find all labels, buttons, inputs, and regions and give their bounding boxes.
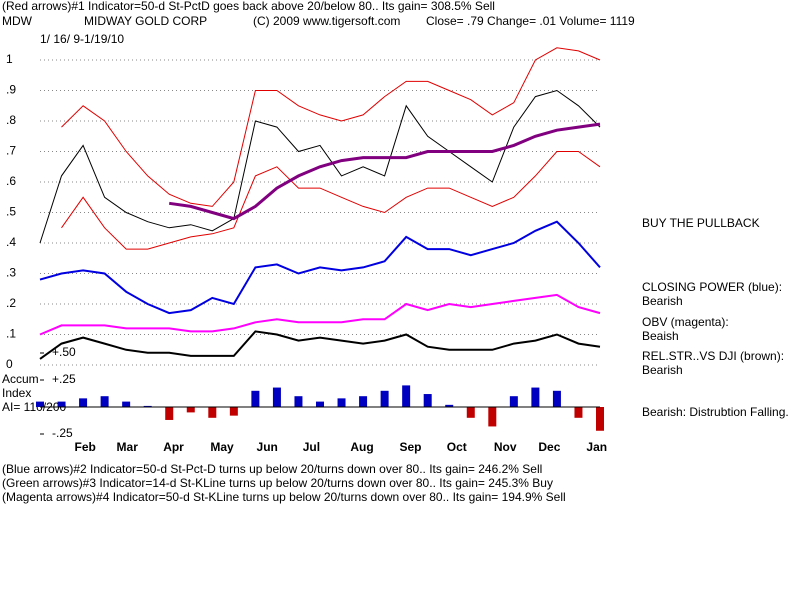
note: Bearish: Distrubtion Falling. — [642, 405, 789, 419]
x-tick-label: Jun — [257, 440, 278, 454]
date-range: 1/ 16/ 9-1/19/10 — [40, 32, 124, 46]
footer-line: (Green arrows)#3 Indicator=14-d St-KLine… — [2, 476, 553, 490]
note: CLOSING POWER (blue): — [642, 280, 782, 294]
series-line — [39, 220, 601, 315]
bar — [186, 407, 195, 413]
bar — [337, 398, 346, 407]
bar — [251, 390, 260, 407]
bar — [100, 396, 109, 407]
y-tick-label: .3 — [6, 266, 16, 280]
bar — [402, 385, 411, 407]
symbol: MDW — [2, 14, 33, 28]
bar — [445, 404, 454, 407]
bar — [208, 407, 217, 418]
note: Bearish — [642, 363, 683, 377]
bar — [229, 407, 238, 416]
x-tick-label: Aug — [350, 440, 373, 454]
x-tick-label: Nov — [494, 440, 517, 454]
x-tick-label: Feb — [75, 440, 96, 454]
bar — [36, 401, 44, 407]
x-tick-label: Apr — [163, 440, 184, 454]
bar — [574, 407, 583, 418]
y-tick-label: .4 — [6, 235, 16, 249]
note: REL.STR..VS DJI (brown): — [642, 349, 784, 363]
x-tick-label: Jul — [303, 440, 320, 454]
copyright: (C) 2009 www.tigersoft.com — [253, 14, 400, 28]
x-tick-label: Sep — [399, 440, 421, 454]
series-line — [39, 330, 601, 360]
y-tick-label: +.25 — [52, 372, 76, 386]
series-line — [39, 89, 601, 244]
bar — [122, 401, 131, 407]
accum-label: Index — [2, 386, 31, 400]
bar — [79, 398, 88, 407]
bar — [380, 390, 389, 407]
bar — [165, 407, 174, 420]
y-tick-label: .6 — [6, 174, 16, 188]
y-tick-label: +.50 — [52, 345, 76, 359]
series-line — [39, 293, 601, 336]
x-tick-label: Mar — [117, 440, 139, 454]
bar — [509, 396, 518, 407]
y-tick-label: 1 — [6, 52, 13, 66]
series-line — [61, 151, 601, 250]
bar — [359, 396, 368, 407]
x-tick-label: Jan — [586, 440, 607, 454]
y-tick-label: .2 — [6, 296, 16, 310]
y-tick-label: .5 — [6, 205, 16, 219]
note: BUY THE PULLBACK — [642, 216, 760, 230]
footer-line: (Blue arrows)#2 Indicator=50-d St-Pct-D … — [2, 462, 542, 476]
bar — [272, 387, 281, 407]
x-tick-label: May — [210, 440, 234, 454]
y-tick-label: -.25 — [52, 426, 73, 440]
note: Bearish — [642, 294, 683, 308]
y-tick-label: .8 — [6, 113, 16, 127]
bar — [143, 405, 152, 407]
y-tick-label: .1 — [6, 327, 16, 341]
bar — [316, 401, 324, 407]
series-line — [61, 47, 601, 207]
bar — [488, 407, 497, 427]
y-tick-label: .7 — [6, 144, 16, 158]
note: OBV (magenta): — [642, 315, 729, 329]
bar — [531, 387, 540, 407]
footer-line: (Magenta arrows)#4 Indicator=50-d St-KLi… — [2, 490, 566, 504]
bar — [57, 401, 66, 407]
y-tick-label: .9 — [6, 83, 16, 97]
series-line — [168, 122, 601, 221]
note: Beaish — [642, 329, 679, 343]
y-tick-label: 0 — [6, 357, 13, 371]
company: MIDWAY GOLD CORP — [84, 14, 207, 28]
bar — [596, 407, 604, 431]
x-tick-label: Dec — [538, 440, 560, 454]
bar — [466, 407, 475, 418]
accum-label: Accum — [2, 372, 39, 386]
bar — [423, 394, 432, 407]
accum-label: AI= 110/200 — [2, 400, 66, 414]
header-line: (Red arrows)#1 Indicator=50-d St-PctD go… — [2, 0, 495, 13]
x-tick-label: Oct — [447, 440, 467, 454]
bar — [294, 396, 303, 407]
quote: Close= .79 Change= .01 Volume= 1119 — [426, 14, 635, 28]
bar — [552, 390, 561, 407]
